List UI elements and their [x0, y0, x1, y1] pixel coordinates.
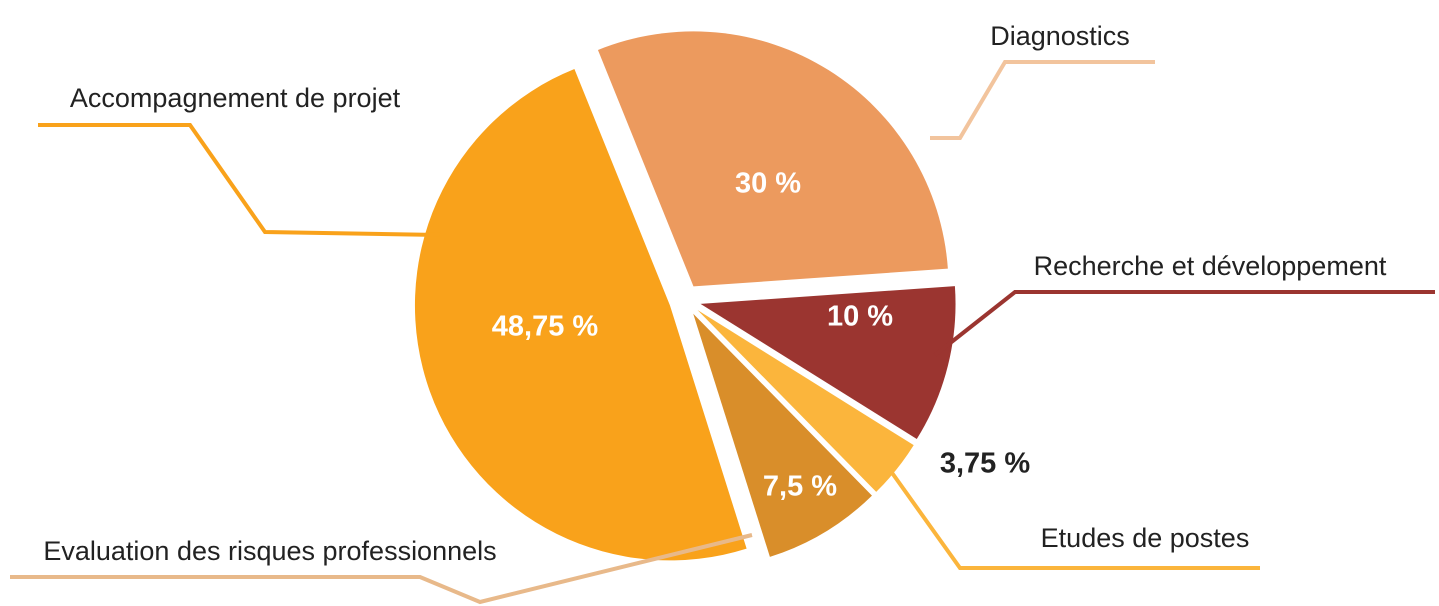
category-label: Etudes de postes	[1041, 523, 1250, 553]
pie-slice	[697, 310, 914, 492]
category-label: Diagnostics	[990, 21, 1130, 51]
value-label: 7,5 %	[763, 471, 837, 503]
leader-line	[933, 290, 1435, 357]
pie-slice	[700, 286, 956, 440]
category-label: Accompagnement de projet	[70, 83, 401, 113]
value-label: 3,75 %	[940, 448, 1030, 480]
leader-line	[10, 533, 753, 605]
category-label: Evaluation des risques professionnels	[43, 536, 496, 566]
leader-line	[930, 60, 1155, 140]
category-label: Recherche et développement	[1034, 251, 1387, 281]
leader-line	[888, 468, 1260, 570]
value-label: 30 %	[735, 168, 801, 200]
pie-slice	[693, 313, 872, 557]
pie-slice	[597, 31, 948, 287]
leader-line	[38, 123, 441, 237]
pie-slice	[414, 68, 747, 561]
value-label: 48,75 %	[492, 311, 599, 343]
value-label: 10 %	[827, 301, 893, 333]
